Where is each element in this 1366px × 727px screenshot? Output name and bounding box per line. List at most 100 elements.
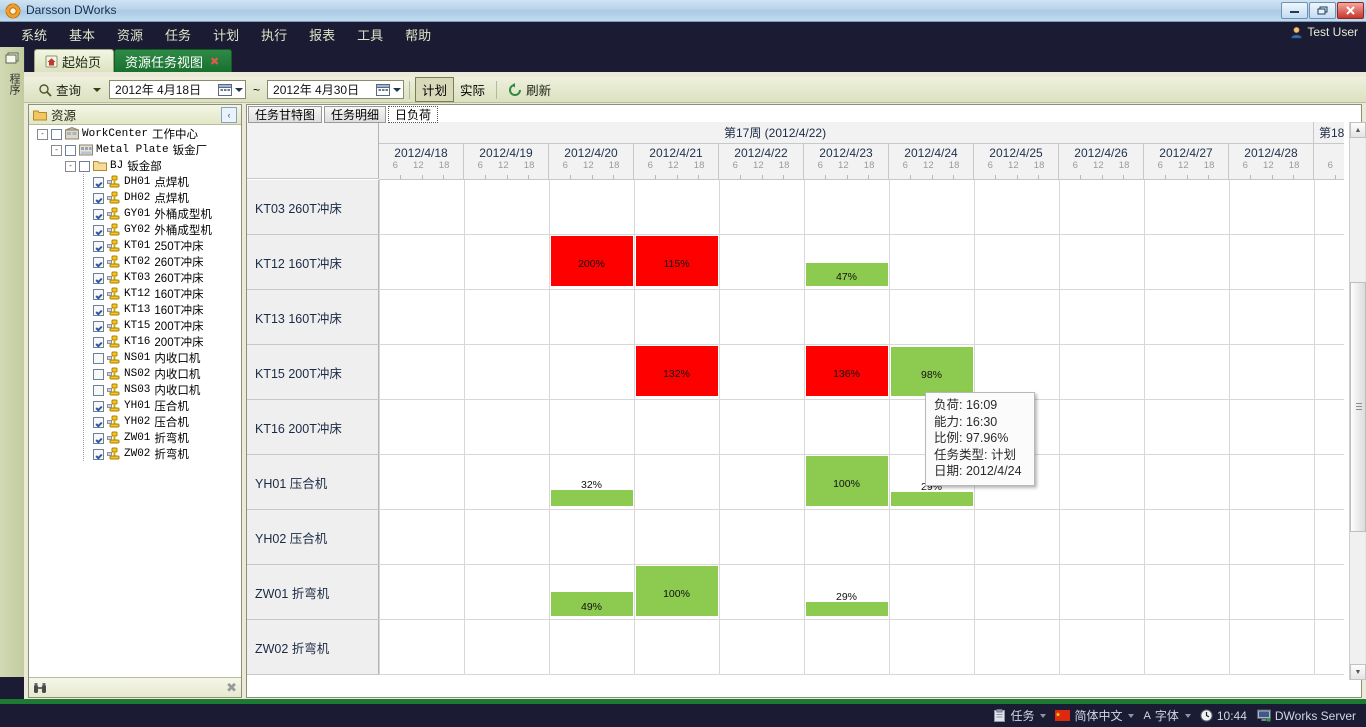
calendar-icon[interactable] (376, 83, 391, 96)
status-server[interactable]: DWorks Server (1256, 709, 1356, 723)
tree-item[interactable]: YH02 压合机 (29, 414, 241, 430)
tree-item-checkbox[interactable] (93, 272, 104, 284)
resource-row-label[interactable]: YH02 压合机 (247, 510, 379, 565)
collapse-panel-button[interactable]: ‹ (221, 106, 237, 123)
tree-item[interactable]: GY01 外桶成型机 (29, 206, 241, 222)
tree-item[interactable]: KT01 250T冲床 (29, 238, 241, 254)
load-bar[interactable] (551, 591, 633, 616)
tree-expander-icon[interactable]: - (51, 144, 62, 156)
date-to-caret[interactable] (393, 87, 402, 92)
tab-close-icon[interactable]: ✖ (210, 55, 220, 68)
tree-item-checkbox[interactable] (79, 160, 90, 172)
tab-resource-task-view[interactable]: 资源任务视图 ✖ (114, 49, 232, 72)
menu-item-basic[interactable]: 基本 (69, 28, 96, 43)
tree-expander-icon[interactable]: - (65, 160, 76, 172)
tree-item-checkbox[interactable] (93, 368, 104, 380)
tree-item-checkbox[interactable] (65, 144, 76, 156)
load-bar[interactable] (806, 601, 888, 616)
close-button[interactable] (1337, 2, 1364, 19)
tree-item[interactable]: KT13 160T冲床 (29, 302, 241, 318)
tree-item-checkbox[interactable] (93, 336, 104, 348)
date-from-caret[interactable] (235, 87, 244, 92)
status-task-caret[interactable] (1040, 713, 1047, 718)
tree-item-checkbox[interactable] (93, 224, 104, 236)
resource-row-label[interactable]: KT03 260T冲床 (247, 180, 379, 235)
resource-row-label[interactable]: KT13 160T冲床 (247, 290, 379, 345)
minimize-button[interactable] (1281, 2, 1308, 19)
tree-item-checkbox[interactable] (93, 304, 104, 316)
tree-item[interactable]: - BJ 钣金部 (29, 158, 241, 174)
load-bar[interactable] (891, 347, 973, 396)
tree-item-checkbox[interactable] (93, 400, 104, 412)
status-language-caret[interactable] (1128, 713, 1135, 718)
tree-item[interactable]: - Metal Plate 钣金厂 (29, 142, 241, 158)
load-bar[interactable] (551, 236, 633, 286)
tree-item-checkbox[interactable] (93, 192, 104, 204)
tree-item-checkbox[interactable] (93, 416, 104, 428)
scroll-down-arrow[interactable]: ▼ (1350, 664, 1366, 680)
program-side-toolbar[interactable]: 程序 (0, 47, 25, 677)
calendar-icon[interactable] (218, 83, 233, 96)
tree-item-checkbox[interactable] (93, 240, 104, 252)
resource-row-label[interactable]: YH01 压合机 (247, 455, 379, 510)
scroll-up-arrow[interactable]: ▲ (1350, 122, 1366, 138)
refresh-button[interactable]: 刷新 (502, 78, 557, 101)
tree-item[interactable]: NS02 内收口机 (29, 366, 241, 382)
view-tab-gantt[interactable]: 任务甘特图 (248, 106, 323, 123)
resource-row-label[interactable]: KT12 160T冲床 (247, 235, 379, 290)
menu-item-report[interactable]: 报表 (309, 28, 336, 43)
tree-item-checkbox[interactable] (93, 432, 104, 444)
tree-item[interactable]: KT03 260T冲床 (29, 270, 241, 286)
vertical-scroll-thumb[interactable] (1350, 282, 1366, 532)
tree-item[interactable]: DH01 点焊机 (29, 174, 241, 190)
tree-item[interactable]: KT16 200T冲床 (29, 334, 241, 350)
restore-button[interactable] (1309, 2, 1336, 19)
load-bar[interactable] (806, 262, 888, 286)
menu-item-tools[interactable]: 工具 (357, 28, 384, 43)
menu-item-system[interactable]: 系统 (21, 28, 48, 43)
plan-toggle-button[interactable]: 计划 (415, 77, 455, 102)
resource-row-label[interactable]: ZW01 折弯机 (247, 565, 379, 620)
menu-item-task[interactable]: 任务 (165, 28, 192, 43)
actual-toggle-button[interactable]: 实际 (460, 84, 486, 98)
load-bar[interactable] (806, 346, 888, 396)
tree-item-checkbox[interactable] (51, 128, 62, 140)
load-bar[interactable] (891, 491, 973, 506)
tree-item-checkbox[interactable] (93, 256, 104, 268)
tree-item-checkbox[interactable] (93, 288, 104, 300)
tree-item[interactable]: YH01 压合机 (29, 398, 241, 414)
current-user[interactable]: Test User (1290, 25, 1358, 39)
tree-item[interactable]: NS03 内收口机 (29, 382, 241, 398)
menu-item-help[interactable]: 帮助 (405, 28, 432, 43)
tree-item-checkbox[interactable] (93, 448, 104, 460)
tree-item[interactable]: KT12 160T冲床 (29, 286, 241, 302)
binoculars-icon[interactable] (33, 682, 47, 694)
tree-item-checkbox[interactable] (93, 176, 104, 188)
menu-item-execute[interactable]: 执行 (261, 28, 288, 43)
tree-item[interactable]: ZW02 折弯机 (29, 446, 241, 462)
tree-item[interactable]: GY02 外桶成型机 (29, 222, 241, 238)
resource-tree[interactable]: - WorkCenter 工作中心 - Metal Plate 钣金厂 - BJ 钣金部 DH01… (29, 126, 241, 677)
tab-home[interactable]: 起始页 (34, 49, 114, 72)
tree-item[interactable]: NS01 内收口机 (29, 350, 241, 366)
menu-item-plan[interactable]: 计划 (213, 28, 240, 43)
load-bar[interactable] (806, 456, 888, 506)
date-from-input[interactable]: 2012年 4月18日 (109, 80, 247, 99)
status-task[interactable]: 任务 (993, 707, 1034, 724)
load-bar[interactable] (551, 490, 633, 506)
load-bar[interactable] (636, 346, 718, 396)
tree-item[interactable]: - WorkCenter 工作中心 (29, 126, 241, 142)
resource-row-label[interactable]: KT15 200T冲床 (247, 345, 379, 400)
clear-filter-icon[interactable]: ✖ (226, 679, 237, 695)
tree-item-checkbox[interactable] (93, 208, 104, 220)
tree-item[interactable]: DH02 点焊机 (29, 190, 241, 206)
chart-vertical-scrollbar[interactable]: ▲ ▼ (1349, 122, 1366, 680)
tree-item-checkbox[interactable] (93, 384, 104, 396)
tree-item-checkbox[interactable] (93, 320, 104, 332)
menu-item-resource[interactable]: 资源 (117, 28, 144, 43)
date-to-input[interactable]: 2012年 4月30日 (267, 80, 405, 99)
view-tab-daily-load[interactable]: 日负荷 (388, 106, 439, 123)
status-font[interactable]: A 字体 (1143, 707, 1178, 724)
load-bars-plot[interactable]: 200% 115% 47% 132% 136% 98% 32% 100% 29% 49% 100% 2… (379, 180, 1344, 680)
status-language[interactable]: 简体中文 (1055, 707, 1122, 724)
